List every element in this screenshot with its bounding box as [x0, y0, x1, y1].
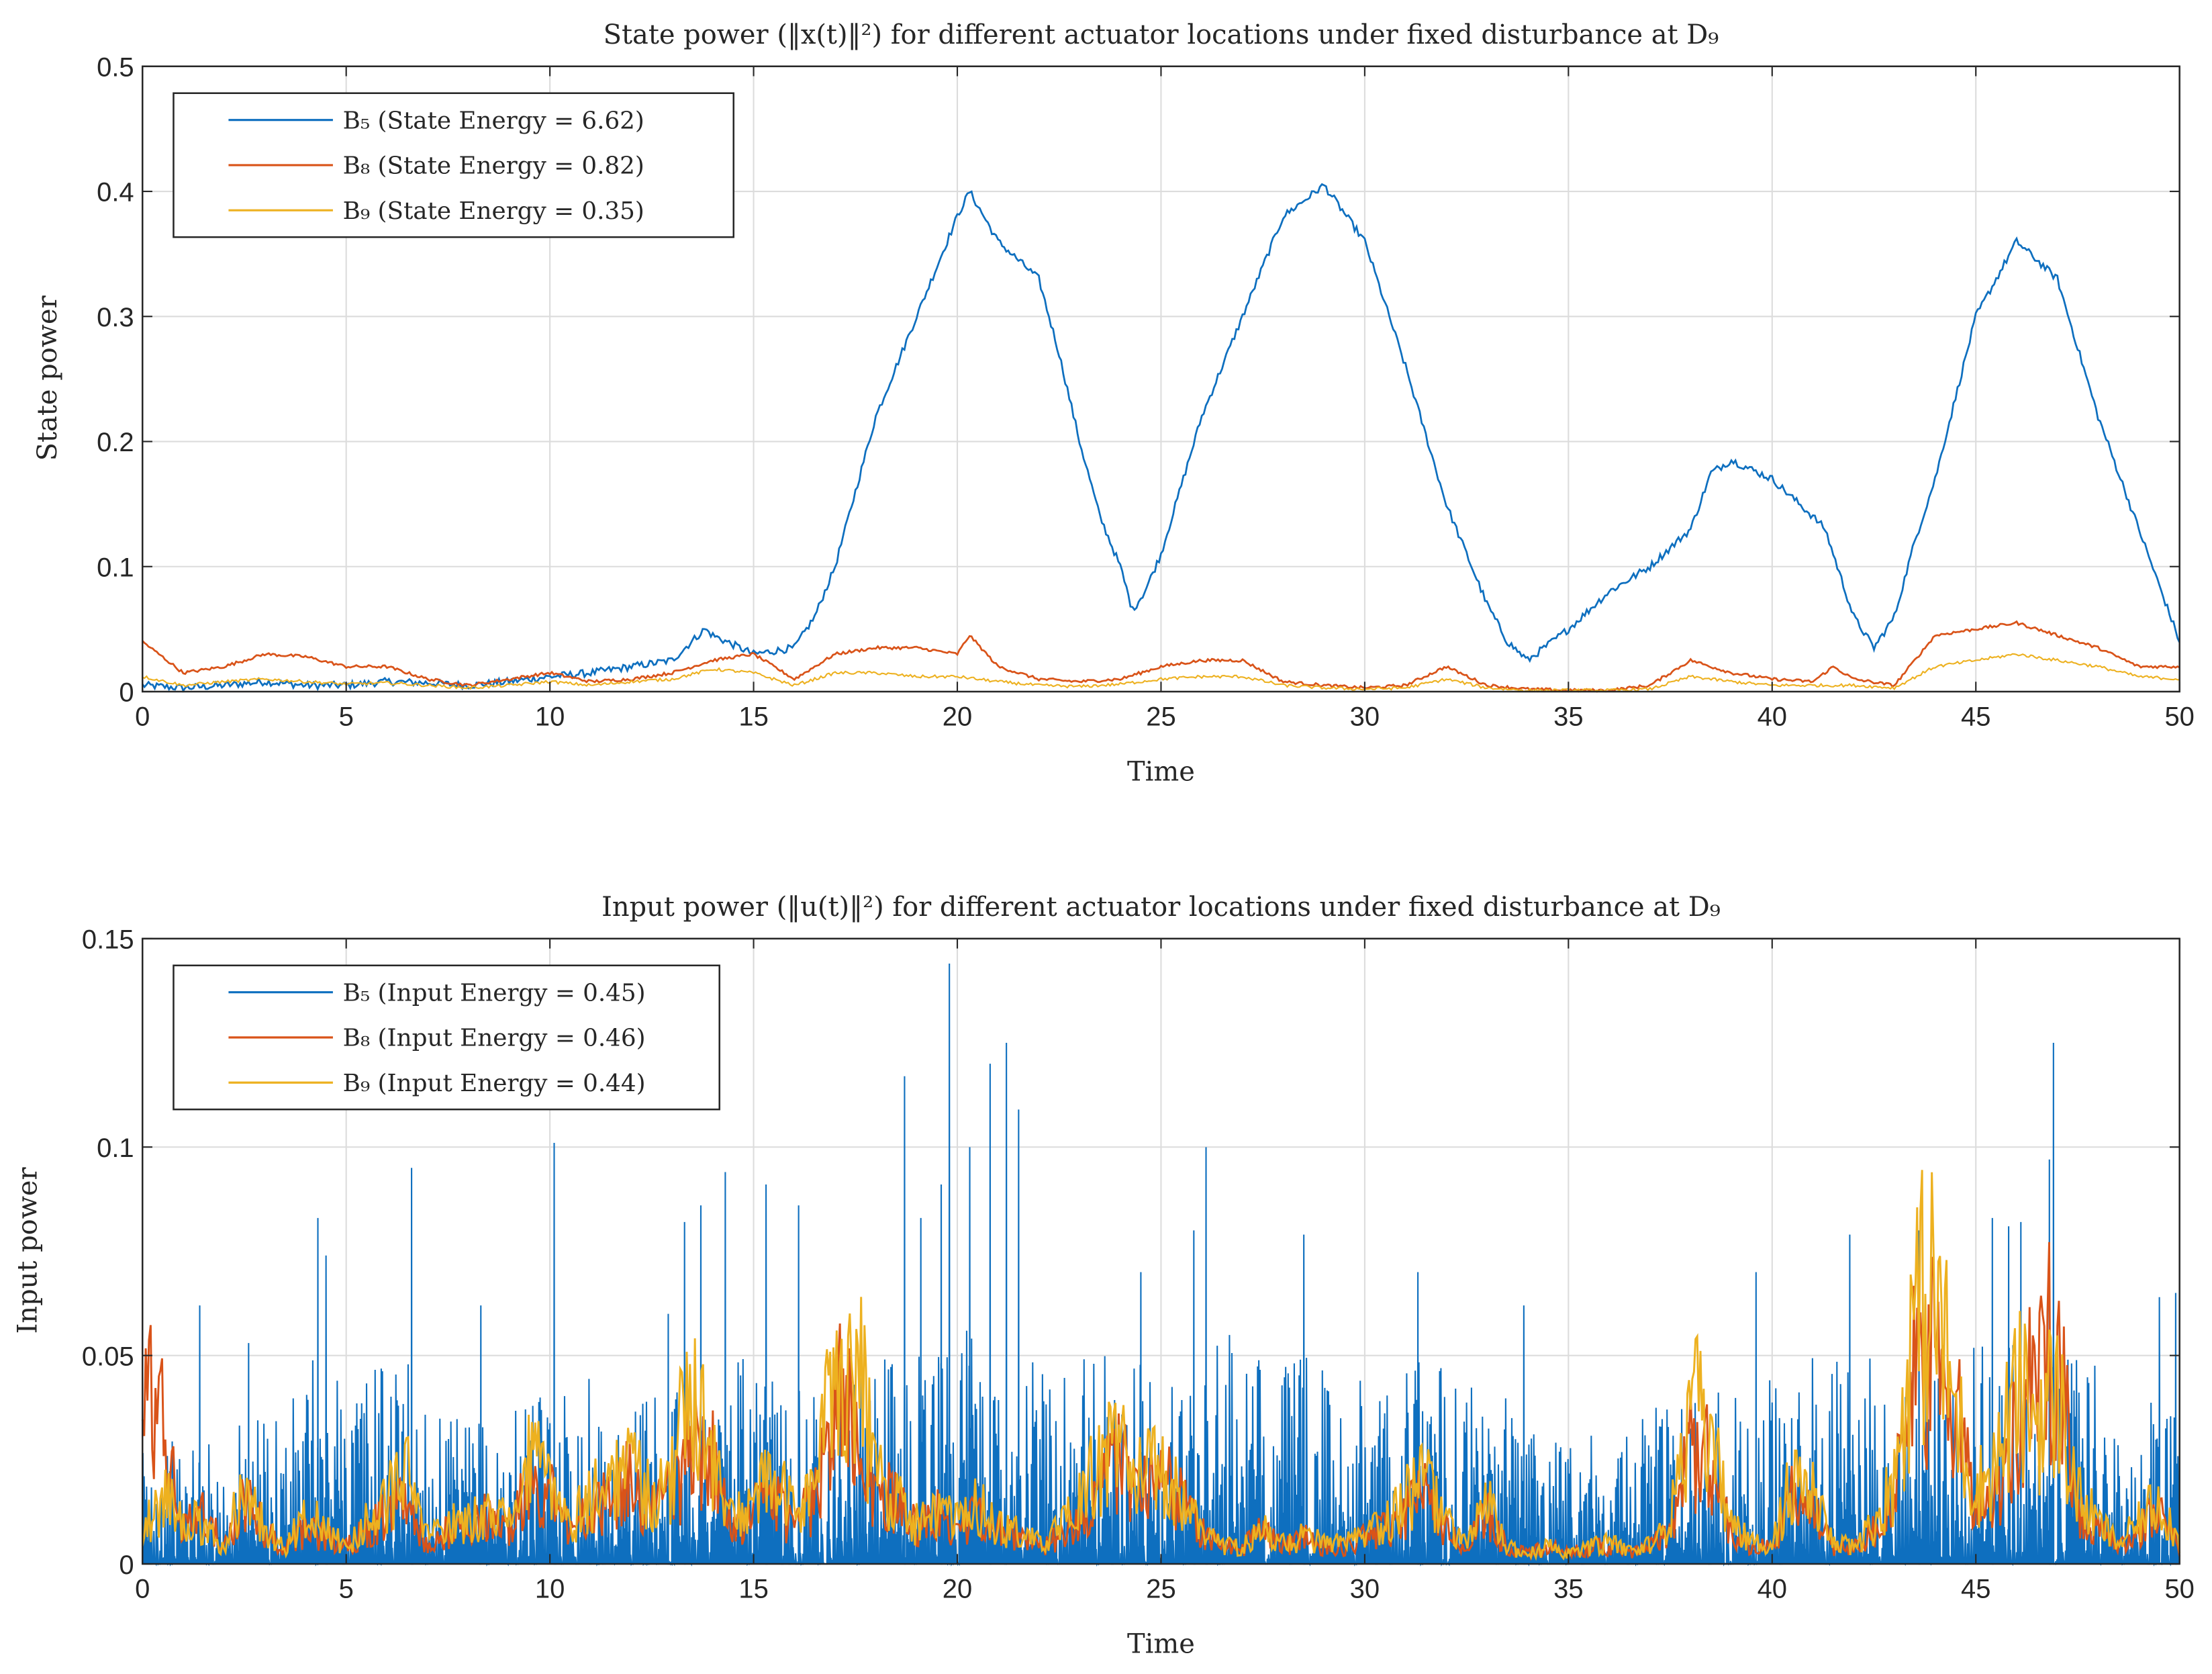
x-tick-label: 30: [1350, 1574, 1380, 1603]
state-power-title: State power (‖x(t)‖²) for different actu…: [604, 19, 1719, 50]
x-tick-label: 15: [738, 1574, 768, 1603]
y-tick-label: 0.5: [97, 53, 134, 83]
series-line-b5: [142, 964, 2180, 1567]
legend-label-b9: B₉ (State Energy = 0.35): [343, 197, 644, 225]
y-tick-label: 0.4: [97, 178, 134, 207]
input-power-ylabel: Input power: [13, 1166, 44, 1334]
input-power-lines: [141, 964, 2181, 1567]
series-line-b9: [141, 1170, 2181, 1561]
x-tick-label: 35: [1553, 702, 1583, 731]
y-tick-label: 0.05: [82, 1342, 134, 1371]
x-tick-label: 5: [339, 1574, 354, 1603]
x-tick-label: 40: [1758, 702, 1787, 731]
x-tick-label: 0: [135, 1574, 150, 1603]
y-tick-label: 0: [119, 678, 134, 708]
state-power-axes: State power (‖x(t)‖²) for different actu…: [32, 19, 2195, 787]
legend-label-b9: B₉ (Input Energy = 0.44): [343, 1070, 646, 1097]
x-tick-label: 10: [535, 702, 565, 731]
x-tick-label: 5: [339, 702, 354, 731]
input-power-ticks: 0 5 10 15 20 25 30 35 40 45 50 0 0.05 0.1 0.15: [82, 925, 2195, 1604]
x-tick-label: 15: [738, 702, 768, 731]
x-tick-label: 30: [1350, 702, 1380, 731]
y-tick-label: 0.1: [97, 553, 134, 582]
x-tick-label: 50: [2164, 702, 2194, 731]
y-tick-label: 0.15: [82, 925, 134, 955]
state-power-legend: B₅ (State Energy = 6.62) B₈ (State Energ…: [173, 92, 734, 238]
input-power-xlabel: Time: [1127, 1628, 1195, 1659]
series-line-b9: [142, 653, 2180, 693]
y-tick-label: 0.3: [97, 303, 134, 332]
y-tick-label: 0: [119, 1550, 134, 1580]
x-tick-label: 50: [2164, 1574, 2194, 1603]
input-power-title: Input power (‖u(t)‖²) for different actu…: [602, 892, 1721, 923]
series-line-b8: [142, 620, 2180, 693]
x-tick-label: 10: [535, 1574, 565, 1603]
x-tick-label: 20: [943, 702, 972, 731]
x-tick-label: 25: [1146, 702, 1175, 731]
y-tick-label: 0.2: [97, 428, 134, 457]
series-line-b5: [142, 183, 2180, 693]
state-power-xlabel: Time: [1127, 756, 1195, 787]
x-tick-label: 20: [943, 1574, 972, 1603]
legend-label-b5: B₅ (Input Energy = 0.45): [343, 979, 646, 1007]
legend-label-b8: B₈ (Input Energy = 0.46): [343, 1025, 646, 1052]
legend-label-b8: B₈ (State Energy = 0.82): [343, 152, 644, 180]
x-tick-label: 45: [1961, 1574, 1990, 1603]
state-power-ticks: 0 5 10 15 20 25 30 35 40 45 50 0 0.1 0.2 0.3 0.4 0.5: [97, 53, 2195, 732]
input-power-axes: Input power (‖u(t)‖²) for different actu…: [13, 892, 2195, 1659]
legend-label-b5: B₅ (State Energy = 6.62): [343, 107, 644, 134]
state-power-lines: [142, 183, 2180, 693]
input-power-legend: B₅ (Input Energy = 0.45) B₈ (Input Energ…: [173, 964, 720, 1111]
state-power-ylabel: State power: [32, 295, 63, 461]
x-tick-label: 25: [1146, 1574, 1175, 1603]
x-tick-label: 40: [1758, 1574, 1787, 1603]
x-tick-label: 35: [1553, 1574, 1583, 1603]
y-tick-label: 0.1: [97, 1133, 134, 1163]
x-tick-label: 45: [1961, 702, 1990, 731]
x-tick-label: 0: [135, 702, 150, 731]
